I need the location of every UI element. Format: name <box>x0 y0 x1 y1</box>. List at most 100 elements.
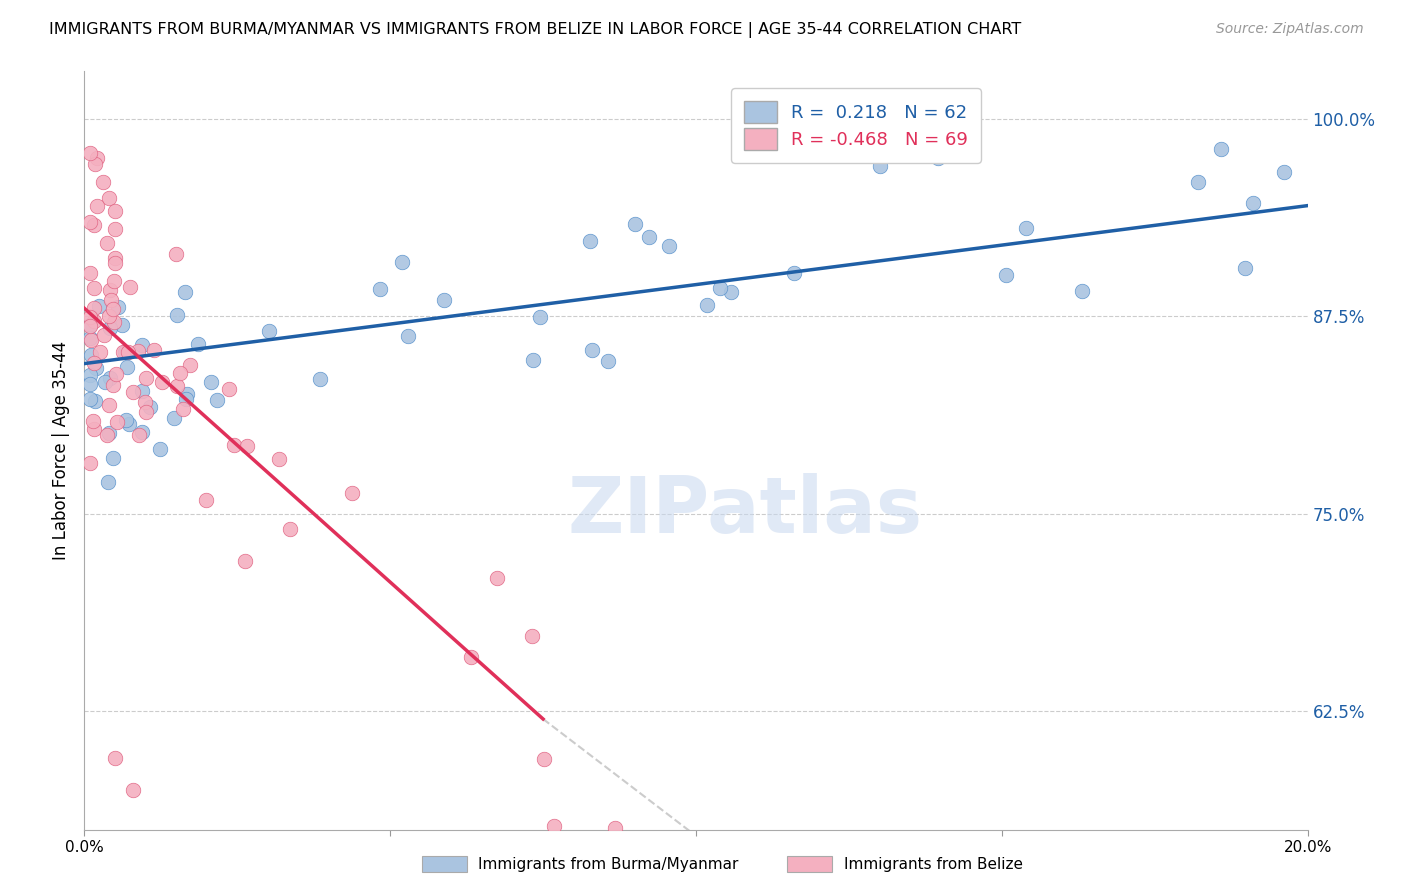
Point <box>543 819 565 833</box>
Point <box>142 343 165 357</box>
Point <box>115 413 138 427</box>
Point <box>100 293 122 307</box>
Point <box>84 394 107 409</box>
Point <box>195 493 218 508</box>
Point <box>529 310 551 324</box>
Point <box>98 371 121 385</box>
Point <box>79 215 101 229</box>
Point <box>96 235 118 250</box>
Point <box>103 451 125 466</box>
Point <box>176 387 198 401</box>
Point <box>105 367 128 381</box>
Point <box>1211 142 1233 156</box>
Point <box>533 752 555 766</box>
Point <box>308 372 330 386</box>
Point <box>111 345 134 359</box>
Point <box>86 361 108 376</box>
Point <box>172 401 194 416</box>
Point <box>86 151 108 165</box>
Point <box>79 266 101 280</box>
Point <box>83 157 105 171</box>
Point <box>83 313 105 327</box>
Point <box>179 358 201 372</box>
Point <box>83 281 105 295</box>
Point <box>638 230 661 244</box>
Point <box>131 337 153 351</box>
Point <box>103 315 125 329</box>
Point <box>187 336 209 351</box>
Point <box>101 301 124 316</box>
Point <box>97 191 120 205</box>
Point <box>696 298 718 312</box>
Point <box>581 343 603 357</box>
Point <box>134 394 156 409</box>
Point <box>278 522 301 536</box>
Point <box>135 404 157 418</box>
Point <box>131 425 153 439</box>
Point <box>149 442 172 457</box>
Text: Immigrants from Burma/Myanmar: Immigrants from Burma/Myanmar <box>478 857 738 871</box>
Point <box>83 301 105 315</box>
Point <box>165 247 187 261</box>
Point <box>578 234 600 248</box>
Point <box>150 376 173 390</box>
Point <box>135 370 157 384</box>
Point <box>176 392 198 406</box>
Point <box>120 280 142 294</box>
Point <box>128 427 150 442</box>
Y-axis label: In Labor Force | Age 35-44: In Labor Force | Age 35-44 <box>52 341 70 560</box>
Point <box>522 352 544 367</box>
Point <box>117 345 139 359</box>
Point <box>121 385 143 400</box>
Point <box>658 239 681 253</box>
Point <box>235 554 257 568</box>
Point <box>93 375 115 389</box>
Point <box>104 751 127 765</box>
Point <box>96 427 118 442</box>
Point <box>103 274 125 288</box>
Point <box>87 299 110 313</box>
Point <box>97 425 120 440</box>
Point <box>79 310 101 325</box>
Point <box>166 379 188 393</box>
Point <box>257 324 280 338</box>
Point <box>267 451 290 466</box>
Point <box>79 377 101 392</box>
Point <box>83 355 105 369</box>
Point <box>169 366 191 380</box>
Point <box>105 415 128 429</box>
Point <box>83 421 105 435</box>
Point <box>100 283 122 297</box>
Point <box>460 649 482 664</box>
Point <box>709 280 731 294</box>
Point <box>79 331 101 345</box>
Point <box>97 475 120 490</box>
Point <box>97 309 120 323</box>
Point <box>122 783 145 797</box>
Point <box>91 175 114 189</box>
Point <box>368 282 391 296</box>
Point <box>432 293 454 308</box>
Point <box>107 300 129 314</box>
Point <box>80 348 103 362</box>
Point <box>1187 175 1209 189</box>
Point <box>97 398 120 412</box>
Point <box>218 382 240 396</box>
Point <box>82 414 104 428</box>
Point <box>174 285 197 299</box>
Point <box>1241 195 1264 210</box>
Point <box>522 629 544 643</box>
Text: Source: ZipAtlas.com: Source: ZipAtlas.com <box>1216 22 1364 37</box>
Point <box>104 222 127 236</box>
Point <box>79 392 101 407</box>
Point <box>391 255 413 269</box>
Point <box>104 204 127 219</box>
Text: ZIPatlas: ZIPatlas <box>568 473 922 549</box>
Point <box>131 384 153 399</box>
Point <box>236 439 259 453</box>
Point <box>166 308 188 322</box>
Point <box>207 392 229 407</box>
Legend: R =  0.218   N = 62, R = -0.468   N = 69: R = 0.218 N = 62, R = -0.468 N = 69 <box>731 88 980 162</box>
Point <box>163 411 186 425</box>
Point <box>869 159 891 173</box>
